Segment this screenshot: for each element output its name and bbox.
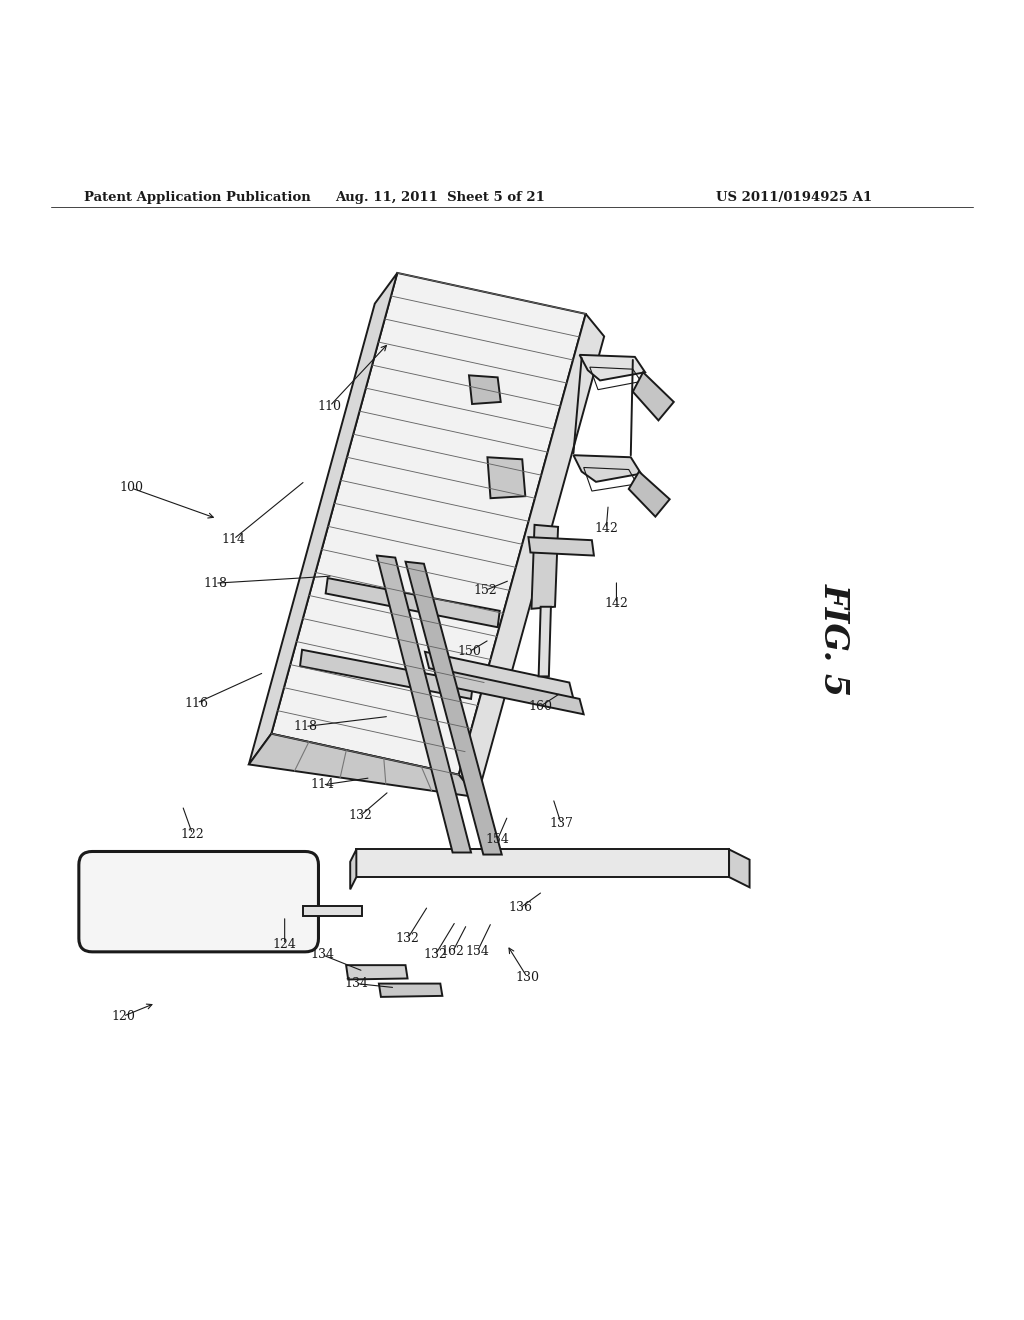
Polygon shape [350, 850, 356, 890]
Polygon shape [531, 525, 558, 609]
Polygon shape [356, 850, 729, 876]
Text: 150: 150 [457, 645, 481, 659]
Polygon shape [377, 556, 471, 853]
Polygon shape [303, 906, 362, 916]
Polygon shape [425, 652, 573, 698]
Text: 142: 142 [604, 597, 629, 610]
Text: 132: 132 [395, 932, 420, 945]
Polygon shape [580, 355, 645, 380]
Polygon shape [729, 850, 750, 887]
Polygon shape [249, 273, 397, 764]
Polygon shape [406, 562, 502, 854]
Polygon shape [573, 455, 641, 482]
Text: 114: 114 [221, 533, 246, 545]
Text: 120: 120 [111, 1010, 135, 1023]
Text: 114: 114 [310, 779, 335, 792]
Polygon shape [435, 668, 584, 714]
Text: 100: 100 [119, 482, 143, 495]
Text: 122: 122 [180, 828, 205, 841]
Text: 136: 136 [508, 902, 532, 915]
Text: 160: 160 [528, 700, 553, 713]
Text: 152: 152 [473, 583, 498, 597]
Polygon shape [629, 471, 670, 516]
Polygon shape [271, 273, 586, 775]
Text: 154: 154 [485, 833, 510, 846]
Text: 118: 118 [293, 721, 317, 733]
Polygon shape [633, 372, 674, 420]
Polygon shape [459, 314, 604, 797]
Polygon shape [487, 457, 525, 498]
Text: 142: 142 [594, 523, 618, 536]
Text: US 2011/0194925 A1: US 2011/0194925 A1 [716, 190, 871, 203]
Polygon shape [300, 649, 473, 698]
Polygon shape [346, 965, 408, 979]
Text: 124: 124 [272, 939, 297, 952]
Text: 154: 154 [465, 945, 489, 958]
Polygon shape [249, 734, 477, 797]
Text: 130: 130 [515, 972, 540, 983]
Text: 162: 162 [440, 945, 465, 958]
Text: Aug. 11, 2011  Sheet 5 of 21: Aug. 11, 2011 Sheet 5 of 21 [336, 190, 545, 203]
Text: 116: 116 [184, 697, 209, 710]
Text: 118: 118 [203, 577, 227, 590]
Text: FIG. 5: FIG. 5 [818, 583, 851, 696]
Text: 137: 137 [549, 817, 573, 830]
Polygon shape [326, 578, 500, 627]
Polygon shape [379, 983, 442, 997]
Text: 134: 134 [344, 977, 369, 990]
Text: 134: 134 [310, 948, 335, 961]
Polygon shape [469, 375, 501, 404]
FancyBboxPatch shape [79, 851, 318, 952]
Text: Patent Application Publication: Patent Application Publication [84, 190, 310, 203]
Text: 132: 132 [348, 809, 373, 822]
Text: 110: 110 [317, 400, 342, 413]
Text: 132: 132 [423, 948, 447, 961]
Polygon shape [539, 607, 551, 676]
Polygon shape [528, 537, 594, 556]
